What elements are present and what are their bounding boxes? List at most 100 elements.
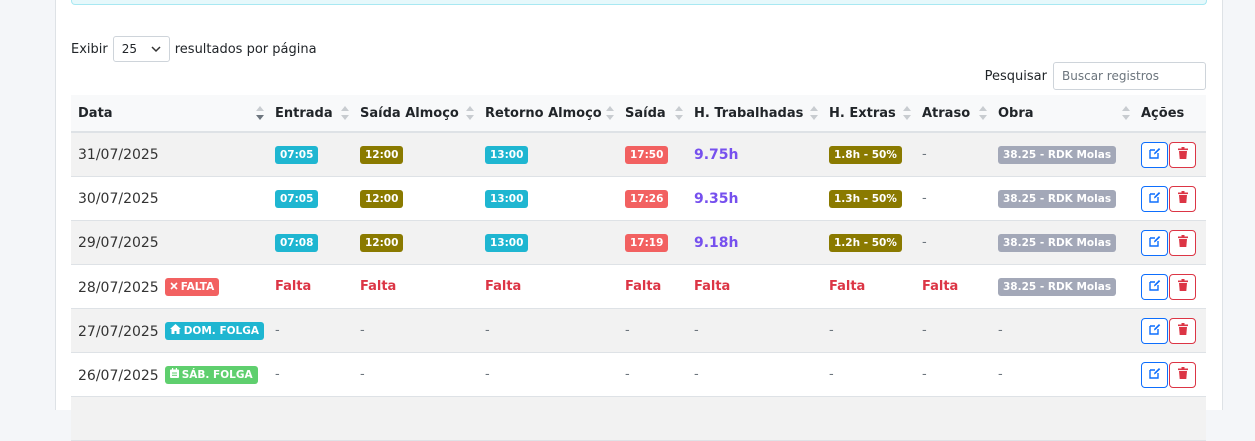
info-alert [71, 0, 1207, 5]
trash-icon [1177, 146, 1188, 163]
delete-button[interactable] [1169, 361, 1196, 388]
saida-almoco-cell: 12:00 [353, 220, 478, 265]
column-header[interactable]: Obra [991, 95, 1134, 133]
edit-button[interactable] [1141, 185, 1168, 212]
column-header-label: H. Trabalhadas [694, 105, 804, 121]
status-value: - [485, 367, 490, 382]
horas-cell: 9.75h [687, 132, 822, 177]
status-value: - [275, 323, 280, 338]
sort-arrows-icon [341, 106, 349, 120]
day-status-label: SÁB. FOLGA [181, 368, 253, 381]
saida-almoco-badge: 12:00 [360, 145, 404, 164]
horas-trabalhadas-value: 9.18h [694, 234, 739, 251]
status-cell: - [822, 352, 915, 397]
delete-button[interactable] [1169, 185, 1196, 212]
saida-badge: 17:26 [625, 189, 669, 208]
sort-arrows-icon [1122, 106, 1130, 120]
obra-cell: 38.25 - RDK Molas [991, 264, 1134, 309]
search-input[interactable]: Buscar registros [1053, 62, 1206, 90]
column-header[interactable]: H. Trabalhadas [687, 95, 822, 133]
table-header-row: Data Entrada Saída Almoço Retorno Almoço Saí… [71, 95, 1206, 133]
delete-button[interactable] [1169, 273, 1196, 300]
retorno-almoco-badge: 13:00 [485, 233, 529, 252]
column-header[interactable]: H. Extras [822, 95, 915, 133]
date-cell: 28/07/2025 FALTA [71, 264, 268, 309]
status-cell: - [353, 352, 478, 397]
date-value: 29/07/2025 [78, 234, 159, 251]
saida-cell: 17:19 [618, 220, 687, 265]
search-label: Pesquisar [984, 68, 1047, 84]
day-status-badge: FALTA [164, 277, 220, 296]
status-cell: - [822, 308, 915, 353]
edit-button[interactable] [1141, 229, 1168, 256]
entrada-badge: 07:05 [275, 145, 319, 164]
status-value: - [694, 367, 699, 382]
status-value: Falta [360, 279, 397, 294]
delete-button[interactable] [1169, 141, 1196, 168]
date-value: 26/07/2025 [78, 367, 159, 384]
column-header[interactable]: Retorno Almoço [478, 95, 618, 133]
edit-button[interactable] [1141, 361, 1168, 388]
extras-cell: 1.2h - 50% [822, 220, 915, 265]
page-length-value: 25 [121, 42, 138, 56]
day-status-label: DOM. FOLGA [183, 324, 259, 337]
saida-almoco-badge: 12:00 [360, 233, 404, 252]
status-value: - [275, 367, 280, 382]
obra-cell: 38.25 - RDK Molas [991, 132, 1134, 177]
status-cell: - [353, 308, 478, 353]
actions-cell [1134, 176, 1206, 221]
actions-cell [1134, 220, 1206, 265]
length-prefix: Exibir [71, 41, 108, 57]
column-header: Ações [1134, 95, 1206, 133]
obra-cell: 38.25 - RDK Molas [991, 220, 1134, 265]
entrada-cell: 07:05 [268, 132, 353, 177]
column-header[interactable]: Data [71, 95, 268, 133]
status-value: - [922, 323, 927, 338]
horas-cell: 9.35h [687, 176, 822, 221]
edit-icon [1148, 367, 1161, 383]
trash-icon [1177, 190, 1188, 207]
delete-button[interactable] [1169, 317, 1196, 344]
column-header-label: Atraso [922, 105, 971, 121]
status-value: Falta [275, 279, 312, 294]
delete-button[interactable] [1169, 229, 1196, 256]
saida-badge: 17:50 [625, 145, 669, 164]
retorno-almoco-badge: 13:00 [485, 189, 529, 208]
entrada-cell: 07:08 [268, 220, 353, 265]
column-header[interactable]: Atraso [915, 95, 991, 133]
atraso-cell: - [915, 132, 991, 177]
horas-trabalhadas-value: 9.75h [694, 146, 739, 163]
saida-cell: 17:50 [618, 132, 687, 177]
edit-icon [1148, 235, 1161, 251]
status-value: Falta [829, 279, 866, 294]
edit-button[interactable] [1141, 273, 1168, 300]
sort-arrows-icon [256, 106, 264, 120]
table-row [71, 396, 1206, 441]
table-row: 30/07/2025 07:05 12:00 13:00 17:26 9.35h 1.3h … [71, 176, 1206, 221]
records-table: Data Entrada Saída Almoço Retorno Almoço Saí… [71, 95, 1206, 441]
actions-cell [1134, 264, 1206, 309]
extras-cell: 1.8h - 50% [822, 132, 915, 177]
status-cell: Falta [822, 264, 915, 309]
status-cell: Falta [353, 264, 478, 309]
column-header-label: Data [78, 105, 113, 121]
obra-cell: - [991, 308, 1134, 353]
edit-button[interactable] [1141, 317, 1168, 344]
status-cell: - [268, 308, 353, 353]
retorno-almoco-cell: 13:00 [478, 132, 618, 177]
column-header[interactable]: Entrada [268, 95, 353, 133]
column-header[interactable]: Saída Almoço [353, 95, 478, 133]
atraso-value: - [922, 235, 927, 250]
page-length-select[interactable]: 25 [112, 36, 170, 62]
date-cell: 29/07/2025 [71, 220, 268, 265]
column-header-label: Saída [625, 105, 666, 121]
status-value: - [922, 367, 927, 382]
status-cell: - [268, 352, 353, 397]
horas-trabalhadas-value: 9.35h [694, 190, 739, 207]
calendar-icon [169, 367, 179, 381]
column-header[interactable]: Saída [618, 95, 687, 133]
day-status-badge: DOM. FOLGA [164, 321, 264, 340]
status-cell: - [618, 352, 687, 397]
edit-button[interactable] [1141, 141, 1168, 168]
obra-value: - [998, 323, 1003, 338]
